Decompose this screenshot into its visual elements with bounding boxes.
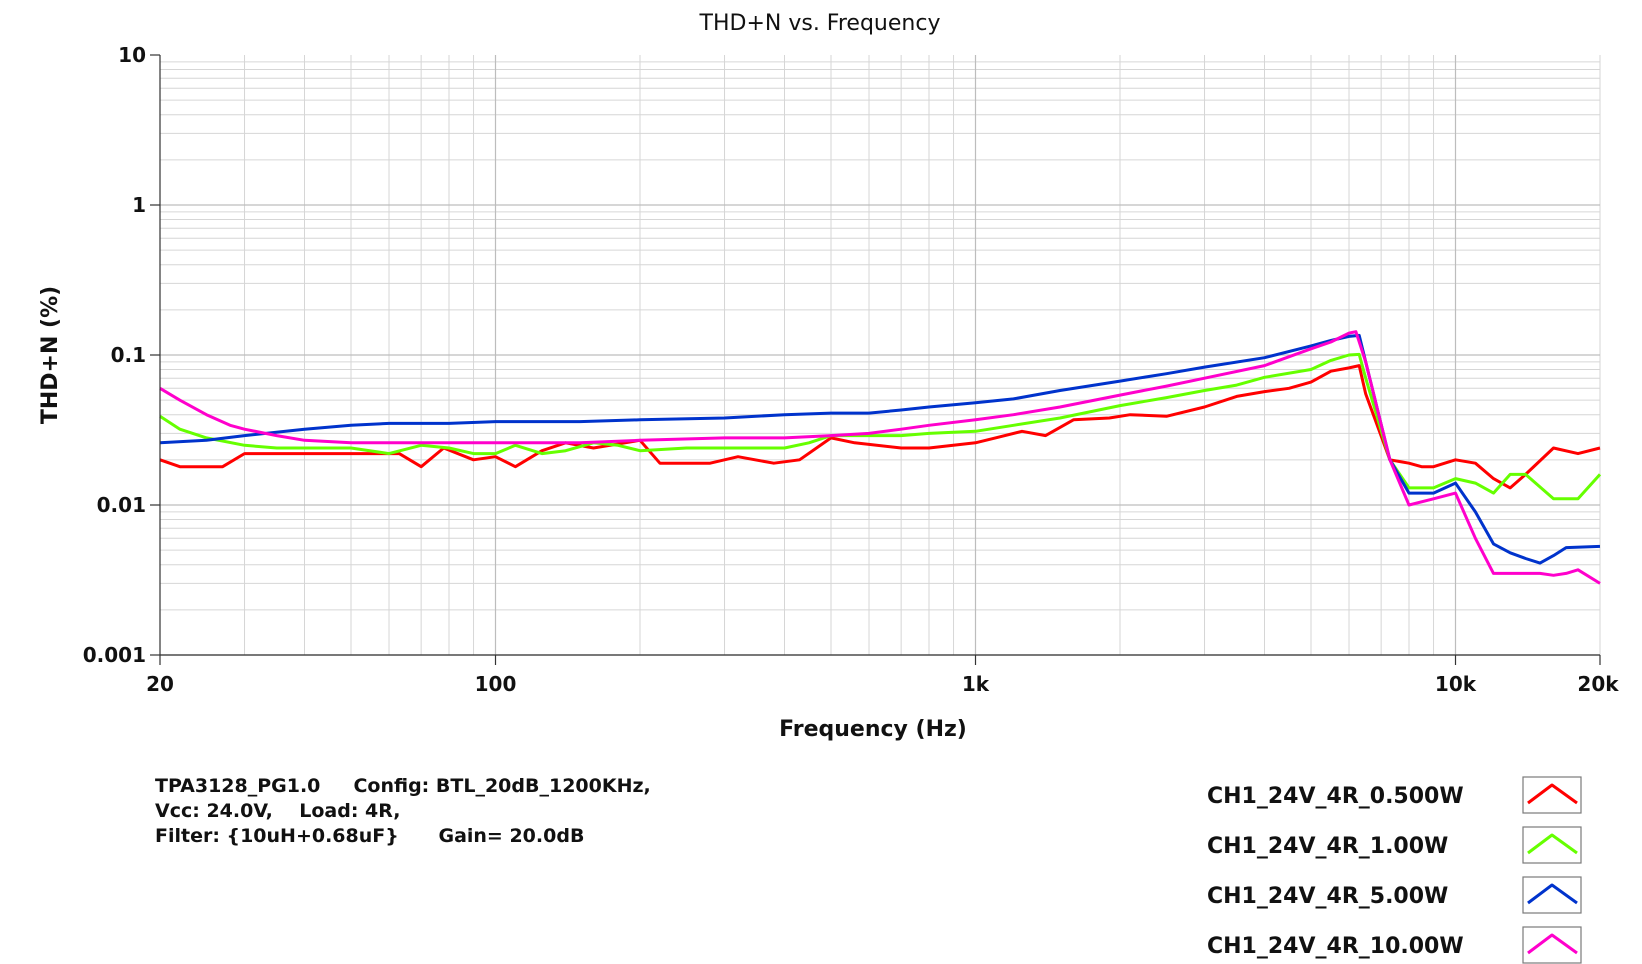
axes-layer — [150, 54, 1601, 665]
x-tick-labels: 20 100 1k 10k 20k — [146, 672, 1619, 696]
y-tick-label: 10 — [118, 43, 146, 67]
legend-swatch-box-0 — [1522, 776, 1582, 814]
x-axis-label: Frequency (Hz) — [779, 717, 967, 742]
y-tick-labels: 10 1 0.1 0.01 0.001 — [83, 43, 146, 667]
legend-swatch-line-1 — [1527, 833, 1578, 855]
chart-title: THD+N vs. Frequency — [699, 11, 941, 36]
x-tick-label: 100 — [475, 672, 517, 696]
series-line-1 — [159, 352, 1602, 501]
legend-swatch-line-3 — [1527, 933, 1578, 955]
info-line-filter: Filter: {10uH+0.68uF} Gain= 20.0dB — [155, 825, 584, 847]
legend-swatch-box-1 — [1522, 826, 1582, 864]
x-tick-label: 20 — [146, 672, 174, 696]
x-tick-label: 1k — [962, 672, 990, 696]
info-line-supply: Vcc: 24.0V, Load: 4R, — [155, 800, 400, 822]
legend-label-1: CH1_24V_4R_1.00W — [1207, 834, 1448, 859]
legend-label-3: CH1_24V_4R_10.00W — [1207, 934, 1464, 959]
legend: CH1_24V_4R_0.500W CH1_24V_4R_1.00W CH1_24V… — [1207, 776, 1582, 964]
legend-swatch-line-2 — [1527, 883, 1578, 905]
series-layer — [159, 330, 1602, 585]
y-tick-label: 0.1 — [111, 343, 146, 367]
series-line-3 — [159, 330, 1601, 585]
x-tick-label: 10k — [1435, 672, 1477, 696]
legend-label-0: CH1_24V_4R_0.500W — [1207, 784, 1464, 809]
x-tick-label: 20k — [1577, 672, 1619, 696]
legend-swatch-box-3 — [1522, 926, 1582, 964]
y-axis-label: THD+N (%) — [38, 286, 63, 424]
info-line-device: TPA3128_PG1.0 Config: BTL_20dB_1200KHz, — [155, 775, 651, 797]
legend-swatch-box-2 — [1522, 876, 1582, 914]
y-tick-label: 0.01 — [97, 493, 146, 517]
y-tick-label: 0.001 — [83, 643, 146, 667]
series-line-2 — [159, 333, 1601, 565]
series-line-0 — [159, 364, 1601, 490]
config-info: TPA3128_PG1.0 Config: BTL_20dB_1200KHz, … — [155, 775, 651, 847]
legend-label-2: CH1_24V_4R_5.00W — [1207, 884, 1448, 909]
legend-swatch-line-0 — [1527, 783, 1578, 805]
y-tick-label: 1 — [132, 193, 146, 217]
